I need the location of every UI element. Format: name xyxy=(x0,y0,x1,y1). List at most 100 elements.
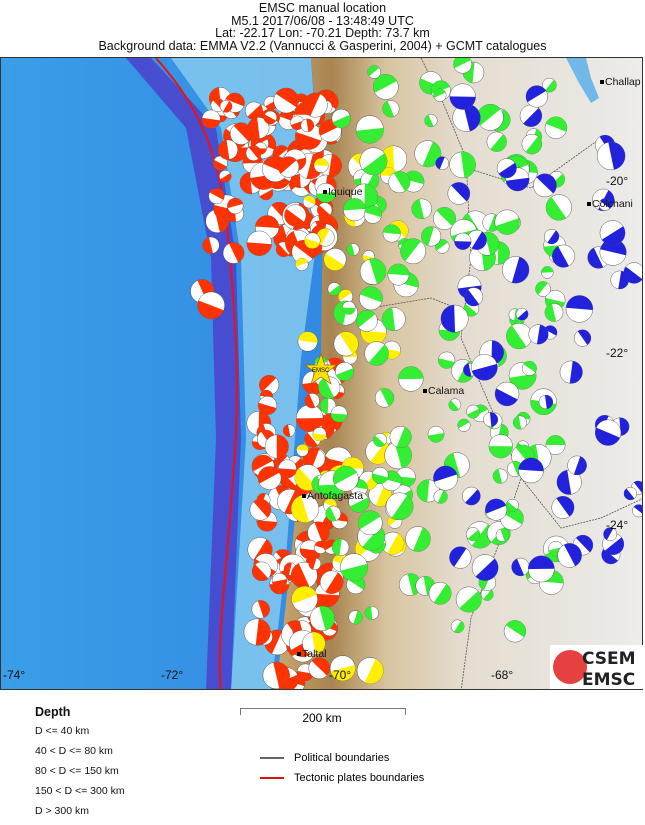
focal-mechanism[interactable] xyxy=(435,156,449,171)
focal-mechanism[interactable] xyxy=(244,101,263,120)
focal-mechanism[interactable] xyxy=(208,188,225,205)
focal-mechanism[interactable] xyxy=(304,393,320,409)
focal-mechanism[interactable] xyxy=(632,504,643,518)
focal-mechanism[interactable] xyxy=(325,505,342,522)
focal-mechanism[interactable] xyxy=(227,197,244,215)
focal-mechanism[interactable] xyxy=(519,104,543,127)
focal-mechanism[interactable] xyxy=(382,100,400,118)
focal-mechanism[interactable] xyxy=(400,238,426,265)
focal-mechanism[interactable] xyxy=(433,88,447,102)
focal-mechanism[interactable] xyxy=(511,557,530,577)
focal-mechanism[interactable] xyxy=(245,145,262,161)
focal-mechanism[interactable] xyxy=(521,133,543,155)
focal-mechanism[interactable] xyxy=(486,131,507,152)
focal-mechanism[interactable] xyxy=(313,158,329,173)
focal-mechanism[interactable] xyxy=(433,207,456,230)
focal-mechanism[interactable] xyxy=(449,546,472,569)
focal-mechanism[interactable] xyxy=(348,491,370,513)
focal-mechanism[interactable] xyxy=(488,434,513,459)
focal-mechanism[interactable] xyxy=(304,232,321,249)
focal-mechanism[interactable] xyxy=(453,58,472,74)
focal-mechanism[interactable] xyxy=(398,366,424,392)
focal-mechanism[interactable] xyxy=(471,354,498,381)
focal-mechanism[interactable] xyxy=(506,323,533,350)
focal-mechanism[interactable] xyxy=(299,539,320,560)
focal-mechanism[interactable] xyxy=(251,600,270,619)
focal-mechanism[interactable] xyxy=(282,424,296,437)
focal-mechanism[interactable] xyxy=(452,103,481,132)
focal-mechanism[interactable] xyxy=(503,620,526,643)
focal-mechanism[interactable] xyxy=(355,115,384,144)
focal-mechanism[interactable] xyxy=(521,360,537,376)
focal-mechanism[interactable] xyxy=(466,229,487,250)
focal-mechanism[interactable] xyxy=(284,204,307,227)
focal-mechanism[interactable] xyxy=(363,205,382,224)
focal-mechanism[interactable] xyxy=(341,301,356,315)
focal-mechanism[interactable] xyxy=(545,194,572,221)
focal-mechanism[interactable] xyxy=(249,498,272,521)
focal-mechanism[interactable] xyxy=(318,376,341,399)
focal-mechanism[interactable] xyxy=(492,468,508,484)
focal-mechanism[interactable] xyxy=(247,117,270,139)
focal-mechanism[interactable] xyxy=(457,418,471,432)
focal-mechanism[interactable] xyxy=(485,498,508,521)
focal-mechanism[interactable] xyxy=(405,526,431,552)
focal-mechanism[interactable] xyxy=(308,557,322,571)
focal-mechanism[interactable] xyxy=(302,195,316,209)
focal-mechanism[interactable] xyxy=(596,141,626,171)
focal-mechanism[interactable] xyxy=(542,77,557,93)
focal-mechanism[interactable] xyxy=(515,307,529,321)
focal-mechanism[interactable] xyxy=(371,467,389,484)
focal-mechanism[interactable] xyxy=(388,171,411,194)
focal-mechanism[interactable] xyxy=(278,459,297,479)
focal-mechanism[interactable] xyxy=(302,631,326,656)
focal-mechanism[interactable] xyxy=(359,258,387,285)
focal-mechanism[interactable] xyxy=(595,419,622,446)
focal-mechanism[interactable] xyxy=(518,457,544,484)
focal-mechanism[interactable] xyxy=(359,147,388,176)
focal-mechanism[interactable] xyxy=(545,435,566,455)
focal-mechanism[interactable] xyxy=(300,118,315,133)
focal-mechanism[interactable] xyxy=(557,543,582,568)
focal-mechanism[interactable] xyxy=(222,242,245,264)
focal-mechanism[interactable] xyxy=(538,394,554,410)
focal-mechanism[interactable] xyxy=(623,486,638,501)
focal-mechanism[interactable] xyxy=(327,282,342,296)
focal-mechanism[interactable] xyxy=(464,287,484,307)
focal-mechanism[interactable] xyxy=(314,540,328,554)
focal-mechanism[interactable] xyxy=(424,113,438,128)
focal-mechanism[interactable] xyxy=(505,498,519,512)
focal-mechanism[interactable] xyxy=(552,244,575,268)
focal-mechanism[interactable] xyxy=(433,489,448,504)
focal-mechanism[interactable] xyxy=(462,486,481,506)
focal-mechanism[interactable] xyxy=(447,182,471,205)
focal-mechanism[interactable] xyxy=(364,605,379,620)
focal-mechanism[interactable] xyxy=(297,331,318,352)
focal-mechanism[interactable] xyxy=(598,198,612,211)
focal-mechanism[interactable] xyxy=(264,434,289,459)
focal-mechanism[interactable] xyxy=(428,581,452,605)
focal-mechanism[interactable] xyxy=(338,289,354,305)
focal-mechanism[interactable] xyxy=(494,209,520,235)
focal-mechanism[interactable] xyxy=(381,307,406,331)
focal-mechanism[interactable] xyxy=(290,561,318,589)
focal-mechanism[interactable] xyxy=(567,455,587,476)
focal-mechanism[interactable] xyxy=(201,109,221,129)
focal-mechanism[interactable] xyxy=(385,492,414,521)
focal-mechanism[interactable] xyxy=(512,415,527,430)
focal-mechanism[interactable] xyxy=(291,586,318,613)
focal-mechanism[interactable] xyxy=(312,427,327,442)
focal-mechanism[interactable] xyxy=(496,158,517,179)
focal-mechanism[interactable] xyxy=(373,74,399,100)
focal-mechanism[interactable] xyxy=(332,465,359,492)
focal-mechanism[interactable] xyxy=(229,122,253,145)
focal-mechanism[interactable] xyxy=(525,85,548,108)
focal-mechanism[interactable] xyxy=(528,324,549,345)
focal-mechanism[interactable] xyxy=(309,605,335,632)
focal-mechanism[interactable] xyxy=(495,528,510,542)
focal-mechanism[interactable] xyxy=(359,286,383,311)
focal-mechanism[interactable] xyxy=(278,156,300,178)
focal-mechanism[interactable] xyxy=(302,92,328,118)
focal-mechanism[interactable] xyxy=(330,405,348,423)
focal-mechanism[interactable] xyxy=(471,554,499,581)
